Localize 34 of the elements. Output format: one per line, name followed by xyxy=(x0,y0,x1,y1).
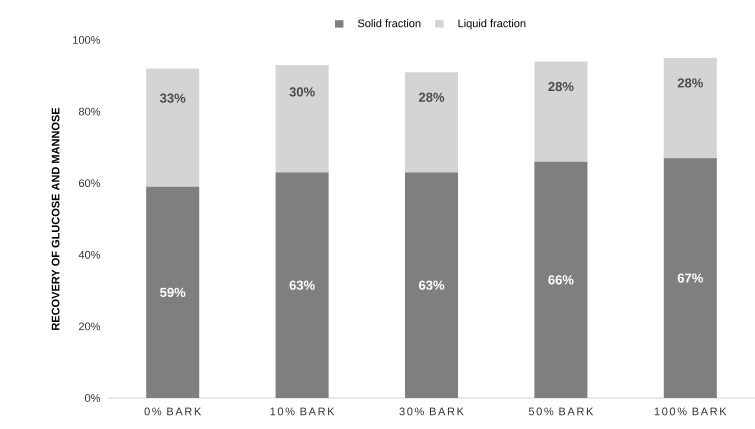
x-tick-label: 50% BARK xyxy=(528,408,594,416)
bar xyxy=(404,72,458,172)
y-tick-label: 80% xyxy=(78,108,100,116)
bar xyxy=(664,158,717,398)
bar xyxy=(276,65,329,172)
x-tick-label: 100% BARK xyxy=(654,408,727,416)
data-label: 28% xyxy=(418,92,444,102)
data-label: 63% xyxy=(290,280,315,290)
bar xyxy=(664,58,717,158)
data-label: 28% xyxy=(548,82,574,92)
data-label: 66% xyxy=(548,275,574,284)
data-label: 67% xyxy=(678,273,703,283)
x-tick-label: 0% BARK xyxy=(144,408,202,416)
y-tick-label: 60% xyxy=(79,179,100,188)
bar xyxy=(404,172,458,398)
y-tick-label: 20% xyxy=(79,322,100,330)
bar xyxy=(146,68,200,187)
y-tick-label: 40% xyxy=(78,250,100,259)
bar xyxy=(276,172,329,398)
bar xyxy=(146,186,200,398)
data-label: 63% xyxy=(418,280,444,290)
data-label: 59% xyxy=(160,288,186,297)
bar xyxy=(534,162,588,398)
legend-label: Solid fraction xyxy=(358,19,420,28)
x-tick-label: 30% BARK xyxy=(399,408,464,416)
bar xyxy=(534,61,588,162)
y-tick-label: 0% xyxy=(84,394,100,402)
data-label: 30% xyxy=(289,87,315,97)
data-label: 33% xyxy=(160,94,186,103)
y-tick-label: 100% xyxy=(73,36,100,44)
legend-label: Liquid fraction xyxy=(458,19,526,30)
x-tick-label: 10% BARK xyxy=(270,408,334,416)
y-axis-title: RECOVERY OF GLUCOSE AND MANNOSE xyxy=(52,108,60,330)
data-label: 28% xyxy=(678,78,703,88)
